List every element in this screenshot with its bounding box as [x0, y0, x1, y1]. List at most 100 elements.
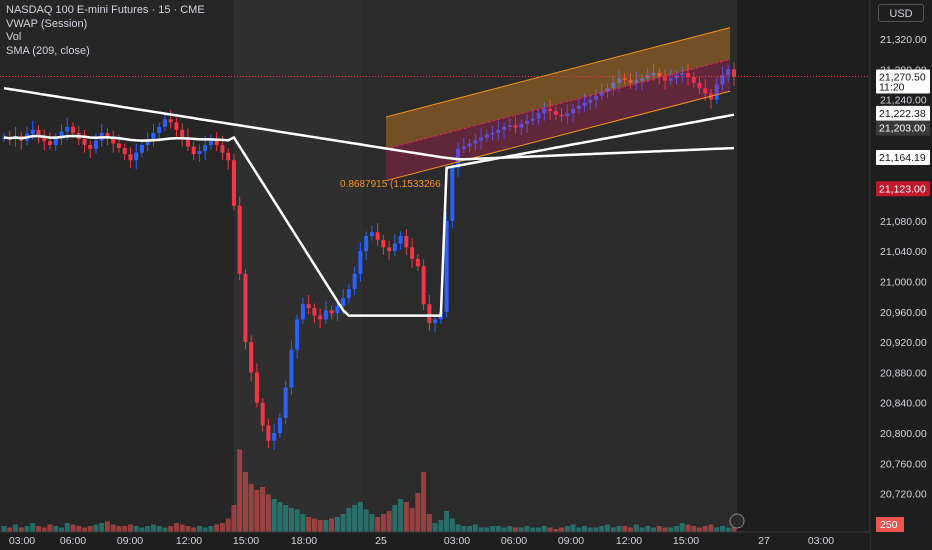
- volume-bar: [714, 527, 720, 532]
- volume-bar: [426, 514, 432, 532]
- volume-bar: [380, 514, 386, 532]
- candle-body: [617, 78, 622, 83]
- volume-bar: [651, 527, 657, 532]
- candle-body: [266, 425, 271, 441]
- volume-bar: [329, 518, 335, 532]
- volume-bar: [260, 487, 266, 532]
- volume-bar: [254, 490, 260, 532]
- volume-indicator-label[interactable]: Vol: [6, 31, 22, 43]
- volume-bar: [242, 472, 248, 532]
- volume-bar: [357, 502, 363, 532]
- time-tick-label: 15:00: [233, 535, 259, 547]
- price-tick-label: 20,840.00: [880, 398, 927, 410]
- volume-bar: [334, 517, 340, 532]
- candle-body: [484, 134, 489, 138]
- candle-body: [674, 75, 679, 79]
- volume-bar: [461, 526, 467, 532]
- vwap-indicator-label[interactable]: VWAP (Session): [6, 17, 88, 30]
- candle-body: [180, 129, 185, 138]
- channel-lower-line: [385, 90, 731, 182]
- volume-bar: [553, 529, 559, 532]
- candle-body: [398, 236, 403, 244]
- volume-bar: [633, 524, 639, 532]
- volume-bar: [173, 523, 179, 532]
- volume-bar: [311, 518, 317, 532]
- price-label: 21,123.00: [879, 183, 926, 195]
- candle-body: [525, 120, 530, 124]
- volume-bar: [162, 527, 168, 532]
- volume-bar: [231, 505, 237, 532]
- session-shade-day1: [0, 0, 234, 532]
- candle-body: [473, 140, 478, 144]
- candle-body: [553, 110, 558, 115]
- price-label: 21,222.38: [879, 108, 926, 120]
- price-tick-label: 20,880.00: [880, 367, 927, 379]
- volume-label: 250: [880, 519, 898, 531]
- price-tick-label: 20,800.00: [880, 428, 927, 440]
- candle-body: [392, 243, 397, 252]
- volume-bar: [708, 524, 714, 532]
- candle-body: [70, 126, 75, 133]
- candle-body: [341, 298, 346, 306]
- symbol-title[interactable]: NASDAQ 100 E-mini Futures · 15 · CME: [6, 4, 205, 16]
- candle-body: [530, 118, 535, 121]
- volume-bar: [559, 527, 565, 532]
- volume-bar: [58, 527, 64, 532]
- candle-body: [720, 75, 725, 85]
- volume-bar: [472, 524, 478, 532]
- volume-bar: [536, 527, 542, 532]
- candle-body: [318, 315, 323, 320]
- volume-bar: [363, 509, 369, 532]
- candle-body: [542, 108, 547, 114]
- candle-body: [358, 251, 363, 274]
- candle-body: [410, 247, 415, 259]
- volume-bar: [53, 526, 59, 532]
- candle-body: [519, 123, 524, 128]
- volume-bar: [70, 524, 76, 532]
- candle-body: [502, 126, 507, 130]
- candle-body: [364, 236, 369, 252]
- candle-body: [185, 137, 190, 147]
- volume-bar: [622, 526, 628, 532]
- candle-body: [686, 73, 691, 77]
- volume-bar: [81, 527, 87, 532]
- volume-bar: [265, 494, 271, 532]
- candle-body: [157, 126, 162, 133]
- time-tick-label: 09:00: [558, 535, 584, 547]
- candle-body: [582, 102, 587, 106]
- volume-bar: [484, 527, 490, 532]
- candle-body: [599, 92, 604, 96]
- volume-bar: [685, 524, 691, 532]
- candle-body: [536, 113, 541, 119]
- price-tick-label: 20,760.00: [880, 458, 927, 470]
- candle-body: [36, 129, 41, 136]
- volume-bar: [306, 517, 312, 532]
- candle-body: [134, 152, 139, 161]
- sma-indicator-label[interactable]: SMA (209, close): [6, 44, 90, 57]
- candle-body: [323, 310, 328, 320]
- volume-bar: [403, 502, 409, 532]
- candle-body: [565, 113, 570, 117]
- fib-annotation[interactable]: 0.8687915 (1.1533266: [340, 179, 441, 190]
- candle-body: [30, 129, 35, 134]
- candle-body: [594, 95, 599, 100]
- volume-bar: [41, 527, 47, 532]
- price-tick-label: 21,240.00: [880, 95, 927, 107]
- volume-bar: [547, 527, 553, 532]
- volume-bar: [30, 523, 36, 532]
- price-label-bg: [876, 120, 930, 136]
- candle-body: [329, 310, 334, 314]
- volume-bar: [122, 526, 128, 532]
- volume-bar: [524, 526, 530, 532]
- volume-bar: [271, 499, 277, 532]
- volume-bar: [386, 511, 392, 532]
- currency-label[interactable]: USD: [878, 4, 924, 22]
- candle-body: [634, 80, 639, 83]
- volume-bar: [317, 520, 323, 532]
- candle-body: [559, 114, 564, 117]
- volume-bar: [691, 526, 697, 532]
- volume-bar: [449, 518, 455, 532]
- candle-body: [352, 273, 357, 290]
